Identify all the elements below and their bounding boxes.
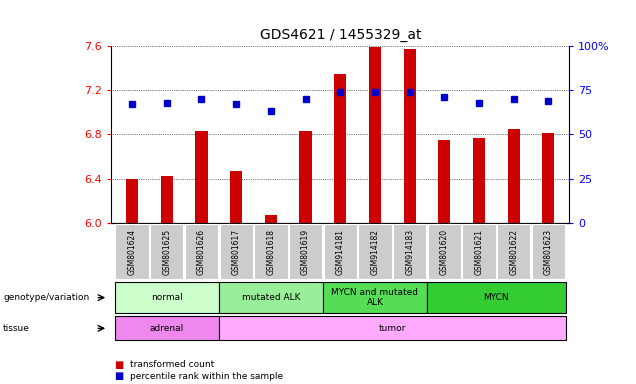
Text: GSM914181: GSM914181 bbox=[336, 228, 345, 275]
Text: GSM801621: GSM801621 bbox=[474, 228, 483, 275]
Text: genotype/variation: genotype/variation bbox=[3, 293, 90, 302]
Bar bbox=[230, 171, 242, 223]
Bar bbox=[126, 179, 138, 223]
Text: tumor: tumor bbox=[378, 324, 406, 333]
Text: GSM801617: GSM801617 bbox=[232, 228, 240, 275]
FancyBboxPatch shape bbox=[219, 282, 323, 313]
Text: tissue: tissue bbox=[3, 324, 30, 333]
Bar bbox=[369, 47, 381, 223]
Text: GSM801625: GSM801625 bbox=[162, 228, 171, 275]
Text: GSM801626: GSM801626 bbox=[197, 228, 206, 275]
Bar bbox=[300, 131, 312, 223]
FancyBboxPatch shape bbox=[114, 282, 219, 313]
FancyBboxPatch shape bbox=[185, 224, 218, 279]
FancyBboxPatch shape bbox=[254, 224, 287, 279]
FancyBboxPatch shape bbox=[427, 224, 461, 279]
FancyBboxPatch shape bbox=[219, 316, 566, 340]
Bar bbox=[161, 176, 173, 223]
Text: adrenal: adrenal bbox=[149, 324, 184, 333]
Bar bbox=[265, 215, 277, 223]
Text: GSM801624: GSM801624 bbox=[128, 228, 137, 275]
Text: GSM801618: GSM801618 bbox=[266, 228, 275, 275]
FancyBboxPatch shape bbox=[324, 224, 357, 279]
FancyBboxPatch shape bbox=[114, 316, 219, 340]
Bar bbox=[438, 140, 450, 223]
Bar bbox=[543, 133, 555, 223]
Bar bbox=[508, 129, 520, 223]
Text: GSM914183: GSM914183 bbox=[405, 228, 414, 275]
FancyBboxPatch shape bbox=[462, 224, 495, 279]
Text: ■: ■ bbox=[114, 360, 124, 370]
Text: percentile rank within the sample: percentile rank within the sample bbox=[130, 372, 284, 381]
FancyBboxPatch shape bbox=[532, 224, 565, 279]
FancyBboxPatch shape bbox=[150, 224, 183, 279]
FancyBboxPatch shape bbox=[393, 224, 426, 279]
FancyBboxPatch shape bbox=[116, 224, 149, 279]
FancyBboxPatch shape bbox=[289, 224, 322, 279]
FancyBboxPatch shape bbox=[497, 224, 530, 279]
Text: normal: normal bbox=[151, 293, 183, 302]
Text: GSM801622: GSM801622 bbox=[509, 228, 518, 275]
FancyBboxPatch shape bbox=[323, 282, 427, 313]
FancyBboxPatch shape bbox=[219, 224, 253, 279]
FancyBboxPatch shape bbox=[358, 224, 392, 279]
Text: MYCN and mutated
ALK: MYCN and mutated ALK bbox=[331, 288, 418, 307]
Text: MYCN: MYCN bbox=[483, 293, 509, 302]
Title: GDS4621 / 1455329_at: GDS4621 / 1455329_at bbox=[259, 28, 421, 42]
Text: mutated ALK: mutated ALK bbox=[242, 293, 300, 302]
Text: GSM801623: GSM801623 bbox=[544, 228, 553, 275]
Text: ■: ■ bbox=[114, 371, 124, 381]
Bar bbox=[473, 138, 485, 223]
Bar bbox=[404, 50, 416, 223]
Text: GSM914182: GSM914182 bbox=[370, 228, 380, 275]
FancyBboxPatch shape bbox=[427, 282, 566, 313]
Text: GSM801620: GSM801620 bbox=[440, 228, 449, 275]
Text: transformed count: transformed count bbox=[130, 360, 214, 369]
Bar bbox=[334, 74, 347, 223]
Bar bbox=[195, 131, 207, 223]
Text: GSM801619: GSM801619 bbox=[301, 228, 310, 275]
